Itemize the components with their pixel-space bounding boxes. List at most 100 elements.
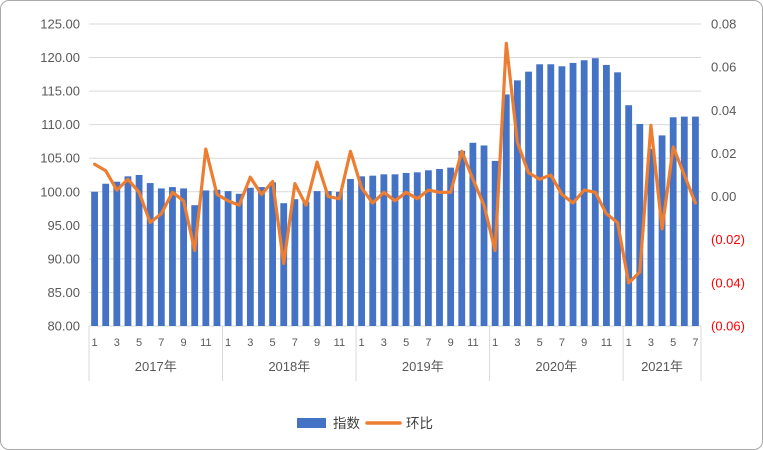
bar <box>135 175 143 326</box>
left-axis-tick-label: 100.00 <box>40 184 80 199</box>
month-tick-label: 5 <box>270 337 276 349</box>
bar <box>224 191 232 326</box>
bar <box>525 71 532 326</box>
left-axis-tick-label: 120.00 <box>40 50 80 65</box>
left-axis-tick-label: 90.00 <box>47 251 80 266</box>
left-axis-tick-label: 115.00 <box>41 84 80 99</box>
bar <box>569 62 577 327</box>
bar <box>580 60 588 327</box>
bar <box>146 183 154 326</box>
bar <box>124 176 132 326</box>
month-tick-label: 9 <box>181 337 187 349</box>
bar <box>391 174 399 326</box>
bar <box>447 167 455 326</box>
month-tick-label: 3 <box>514 337 520 349</box>
bar <box>402 172 410 326</box>
bar <box>157 188 165 326</box>
bar <box>380 174 388 326</box>
month-tick-label: 9 <box>448 337 454 349</box>
bar-series <box>91 58 699 327</box>
month-tick-label: 7 <box>292 337 298 349</box>
bar <box>213 189 221 326</box>
bar <box>347 179 354 326</box>
right-axis-tick-label: (0.06) <box>711 319 745 334</box>
month-tick-label: 1 <box>92 337 98 349</box>
right-axis-tick-label: (0.04) <box>711 275 745 290</box>
left-axis-tick-label: 95.00 <box>47 218 80 233</box>
bar <box>102 183 110 326</box>
year-separators <box>88 326 702 381</box>
bar <box>547 64 555 326</box>
bar <box>413 172 421 326</box>
right-axis-tick-label: 0.02 <box>711 146 736 161</box>
bar <box>291 199 299 326</box>
month-tick-label: 7 <box>425 337 431 349</box>
legend-bar-label: 指数 <box>333 416 360 431</box>
bar <box>180 188 187 326</box>
bar <box>647 148 655 326</box>
bar <box>469 142 477 326</box>
year-label: 2021年 <box>641 359 683 374</box>
bar <box>458 150 466 326</box>
year-label: 2018年 <box>268 359 310 374</box>
year-label: 2017年 <box>135 359 177 374</box>
right-axis-labels: (0.06) (0.04) (0.02) 0.00 0.02 0.04 0.06 0.08 <box>711 17 745 334</box>
month-tick-label: 5 <box>670 337 676 349</box>
bar <box>235 193 243 326</box>
month-tick-label: 7 <box>158 337 164 349</box>
bar <box>313 191 321 326</box>
bar <box>202 190 210 326</box>
month-tick-label: 3 <box>247 337 253 349</box>
left-axis-labels: 80.00 85.00 90.00 95.00 100.00 105.00 110.00 11… <box>40 17 80 334</box>
month-tick-label: 11 <box>601 337 612 349</box>
bar <box>191 205 199 326</box>
bar <box>514 80 521 326</box>
month-tick-label: 9 <box>314 337 320 349</box>
month-tick-label: 3 <box>381 337 387 349</box>
legend-line-label: 环比 <box>406 416 433 431</box>
year-labels: 2017年 2018年 2019年 2020年 2021年 <box>135 359 683 374</box>
month-tick-label: 7 <box>559 337 565 349</box>
bar <box>258 187 265 326</box>
month-tick-label: 1 <box>626 337 632 349</box>
month-tick-label: 3 <box>114 337 120 349</box>
left-axis-tick-label: 110.00 <box>41 117 80 132</box>
bar <box>536 64 544 326</box>
bar <box>658 135 666 326</box>
bar <box>369 175 377 326</box>
bar <box>113 181 121 326</box>
legend: 指数 环比 <box>297 416 433 431</box>
bar <box>692 116 699 326</box>
bar <box>480 145 488 326</box>
bar <box>625 105 633 327</box>
year-label: 2019年 <box>402 359 444 374</box>
bar <box>335 191 343 326</box>
year-label: 2020年 <box>535 359 577 374</box>
bar <box>91 191 98 326</box>
month-tick-label: 1 <box>492 337 498 349</box>
line-series <box>92 41 698 285</box>
legend-bar-swatch <box>297 418 326 428</box>
bar <box>358 176 366 326</box>
right-axis-tick-label: 0.04 <box>711 103 736 118</box>
bar <box>669 117 677 326</box>
month-tick-label: 5 <box>537 337 543 349</box>
bar <box>603 64 610 326</box>
left-axis-tick-label: 80.00 <box>47 319 80 334</box>
month-tick-label: 7 <box>692 337 698 349</box>
month-tick-label: 11 <box>334 337 345 349</box>
month-tick-label: 9 <box>581 337 587 349</box>
month-tick-label: 1 <box>359 337 365 349</box>
month-tick-label: 1 <box>225 337 231 349</box>
right-axis-tick-label: 0.08 <box>711 17 736 32</box>
month-tick-label: 5 <box>403 337 409 349</box>
bar <box>636 123 644 327</box>
right-axis-tick-label: 0.06 <box>711 60 736 75</box>
bar <box>502 94 510 326</box>
month-tick-label: 11 <box>200 337 211 349</box>
bar <box>324 191 332 326</box>
bar <box>246 187 254 326</box>
bar <box>436 168 443 326</box>
